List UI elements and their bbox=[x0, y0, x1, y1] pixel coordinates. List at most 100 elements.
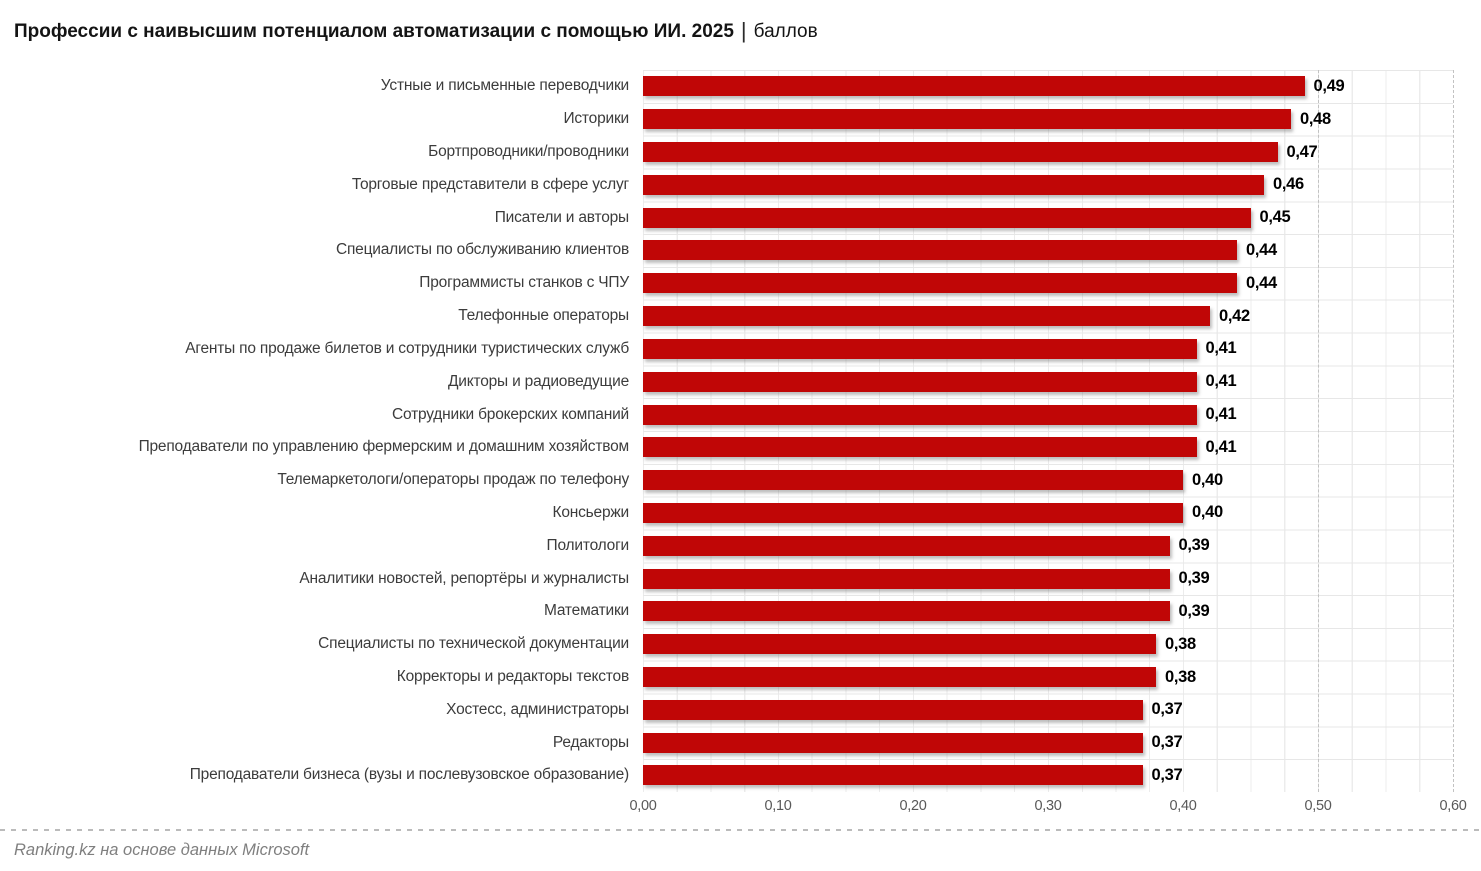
bar-track: 0,37 bbox=[643, 759, 1481, 792]
chart-row: Программисты станков с ЧПУ 0,44 bbox=[0, 267, 1481, 300]
category-label: Телефонные операторы bbox=[458, 307, 629, 325]
chart-row: Корректоры и редакторы текстов 0,38 bbox=[0, 661, 1481, 694]
x-axis: 0,00 0,10 0,20 0,30 0,40 0,50 0,60 bbox=[629, 798, 1466, 818]
chart-row: Сотрудники брокерских компаний 0,41 bbox=[0, 398, 1481, 431]
value-label: 0,48 bbox=[1300, 109, 1331, 128]
x-axis-tick-label: 0,40 bbox=[1169, 798, 1197, 814]
x-axis-tick-label: 0,30 bbox=[1034, 798, 1062, 814]
chart-row: Бортпроводники/проводники 0,47 bbox=[0, 136, 1481, 169]
chart-row: Хостесс, администраторы 0,37 bbox=[0, 693, 1481, 726]
category-label: Телемаркетологи/операторы продаж по теле… bbox=[277, 471, 629, 489]
value-label: 0,40 bbox=[1192, 503, 1223, 522]
dashed-gridline bbox=[1453, 70, 1454, 792]
value-label: 0,44 bbox=[1246, 273, 1277, 292]
category-label: Хостесс, администраторы bbox=[446, 700, 629, 718]
category-label: Преподаватели по управлению фермерским и… bbox=[138, 438, 630, 456]
category-label: Бортпроводники/проводники bbox=[428, 143, 629, 161]
category-label: Преподаватели бизнеса (вузы и послевузов… bbox=[189, 766, 629, 784]
category-label: Специалисты по технической документации bbox=[318, 635, 629, 653]
value-label: 0,41 bbox=[1205, 437, 1237, 456]
bar bbox=[643, 174, 1264, 195]
bar bbox=[643, 667, 1156, 688]
category-label: Устные и письменные переводчики bbox=[380, 77, 629, 95]
category-label: Консьержи bbox=[552, 503, 629, 521]
bar-track: 0,40 bbox=[643, 497, 1481, 530]
chart-row: Агенты по продаже билетов и сотрудники т… bbox=[0, 333, 1481, 366]
bar bbox=[643, 273, 1237, 294]
value-label: 0,37 bbox=[1151, 765, 1183, 784]
bar-track: 0,39 bbox=[643, 529, 1481, 562]
category-label: Корректоры и редакторы текстов bbox=[396, 668, 629, 686]
bar bbox=[643, 306, 1210, 327]
chart-row: Математики 0,39 bbox=[0, 595, 1481, 628]
bar-track: 0,39 bbox=[643, 562, 1481, 595]
chart-row: Редакторы 0,37 bbox=[0, 726, 1481, 759]
bar-track: 0,40 bbox=[643, 464, 1481, 497]
chart-row: Устные и письменные переводчики 0,49 bbox=[0, 70, 1481, 103]
value-label: 0,39 bbox=[1178, 601, 1210, 620]
chart-row: Аналитики новостей, репортёры и журналис… bbox=[0, 562, 1481, 595]
chart-title-main: Профессии с наивысшим потенциалом автома… bbox=[14, 21, 734, 42]
bar-track: 0,49 bbox=[643, 70, 1481, 103]
bar-track: 0,46 bbox=[643, 168, 1481, 201]
chart-row: Специалисты по обслуживанию клиентов 0,44 bbox=[0, 234, 1481, 267]
chart-row: Писатели и авторы 0,45 bbox=[0, 201, 1481, 234]
bar-track: 0,41 bbox=[643, 431, 1481, 464]
chart-row: Преподаватели бизнеса (вузы и послевузов… bbox=[0, 759, 1481, 792]
chart-row: Политологи 0,39 bbox=[0, 529, 1481, 562]
category-label: Программисты станков с ЧПУ bbox=[419, 274, 629, 292]
value-label: 0,42 bbox=[1219, 306, 1250, 325]
chart-title-units: баллов bbox=[753, 21, 818, 42]
bar-track: 0,44 bbox=[643, 234, 1481, 267]
category-label: Агенты по продаже билетов и сотрудники т… bbox=[185, 339, 629, 357]
bar bbox=[643, 142, 1278, 163]
bar bbox=[643, 568, 1170, 589]
bar bbox=[643, 699, 1143, 720]
bar bbox=[643, 502, 1183, 523]
x-axis-tick-label: 0,20 bbox=[899, 798, 927, 814]
bar-track: 0,38 bbox=[643, 628, 1481, 661]
bar bbox=[643, 76, 1305, 97]
chart-row: Телефонные операторы 0,42 bbox=[0, 300, 1481, 333]
category-label: Математики bbox=[543, 602, 629, 620]
value-label: 0,39 bbox=[1178, 536, 1210, 555]
value-label: 0,45 bbox=[1259, 208, 1291, 227]
x-axis-tick-label: 0,60 bbox=[1439, 798, 1467, 814]
bar bbox=[643, 601, 1170, 622]
bar bbox=[643, 437, 1197, 458]
value-label: 0,41 bbox=[1205, 372, 1237, 391]
category-label: Торговые представители в сфере услуг bbox=[351, 175, 629, 193]
dashed-gridline bbox=[1318, 70, 1319, 792]
value-label: 0,49 bbox=[1313, 76, 1345, 95]
bar-track: 0,45 bbox=[643, 201, 1481, 234]
value-label: 0,47 bbox=[1286, 142, 1318, 161]
bar-track: 0,38 bbox=[643, 661, 1481, 694]
x-axis-tick-label: 0,10 bbox=[764, 798, 792, 814]
title-separator: | bbox=[740, 18, 747, 43]
source-attribution: Ranking.kz на основе данных Microsoft bbox=[14, 841, 310, 859]
bar-rows: Устные и письменные переводчики 0,49 Истор… bbox=[0, 70, 1481, 792]
bar bbox=[643, 634, 1156, 655]
category-label: Редакторы bbox=[552, 733, 629, 751]
value-label: 0,44 bbox=[1246, 240, 1277, 259]
bar-track: 0,41 bbox=[643, 365, 1481, 398]
x-axis-tick-label: 0,00 bbox=[629, 798, 657, 814]
bar bbox=[643, 207, 1251, 228]
bar-track: 0,41 bbox=[643, 333, 1481, 366]
value-label: 0,38 bbox=[1165, 634, 1196, 653]
category-label: Политологи bbox=[546, 536, 630, 554]
bar bbox=[643, 240, 1237, 261]
category-label: Сотрудники брокерских компаний bbox=[392, 405, 629, 423]
bar bbox=[643, 732, 1143, 753]
bar bbox=[643, 338, 1197, 359]
value-label: 0,37 bbox=[1151, 700, 1183, 719]
bar bbox=[643, 765, 1143, 786]
bar-track: 0,47 bbox=[643, 136, 1481, 169]
category-label: Писатели и авторы bbox=[494, 208, 629, 226]
bar bbox=[643, 109, 1291, 130]
bar bbox=[643, 470, 1183, 491]
chart-row: Специалисты по технической документации 0… bbox=[0, 628, 1481, 661]
bar bbox=[643, 535, 1170, 556]
value-label: 0,40 bbox=[1192, 470, 1223, 489]
bar-track: 0,37 bbox=[643, 693, 1481, 726]
